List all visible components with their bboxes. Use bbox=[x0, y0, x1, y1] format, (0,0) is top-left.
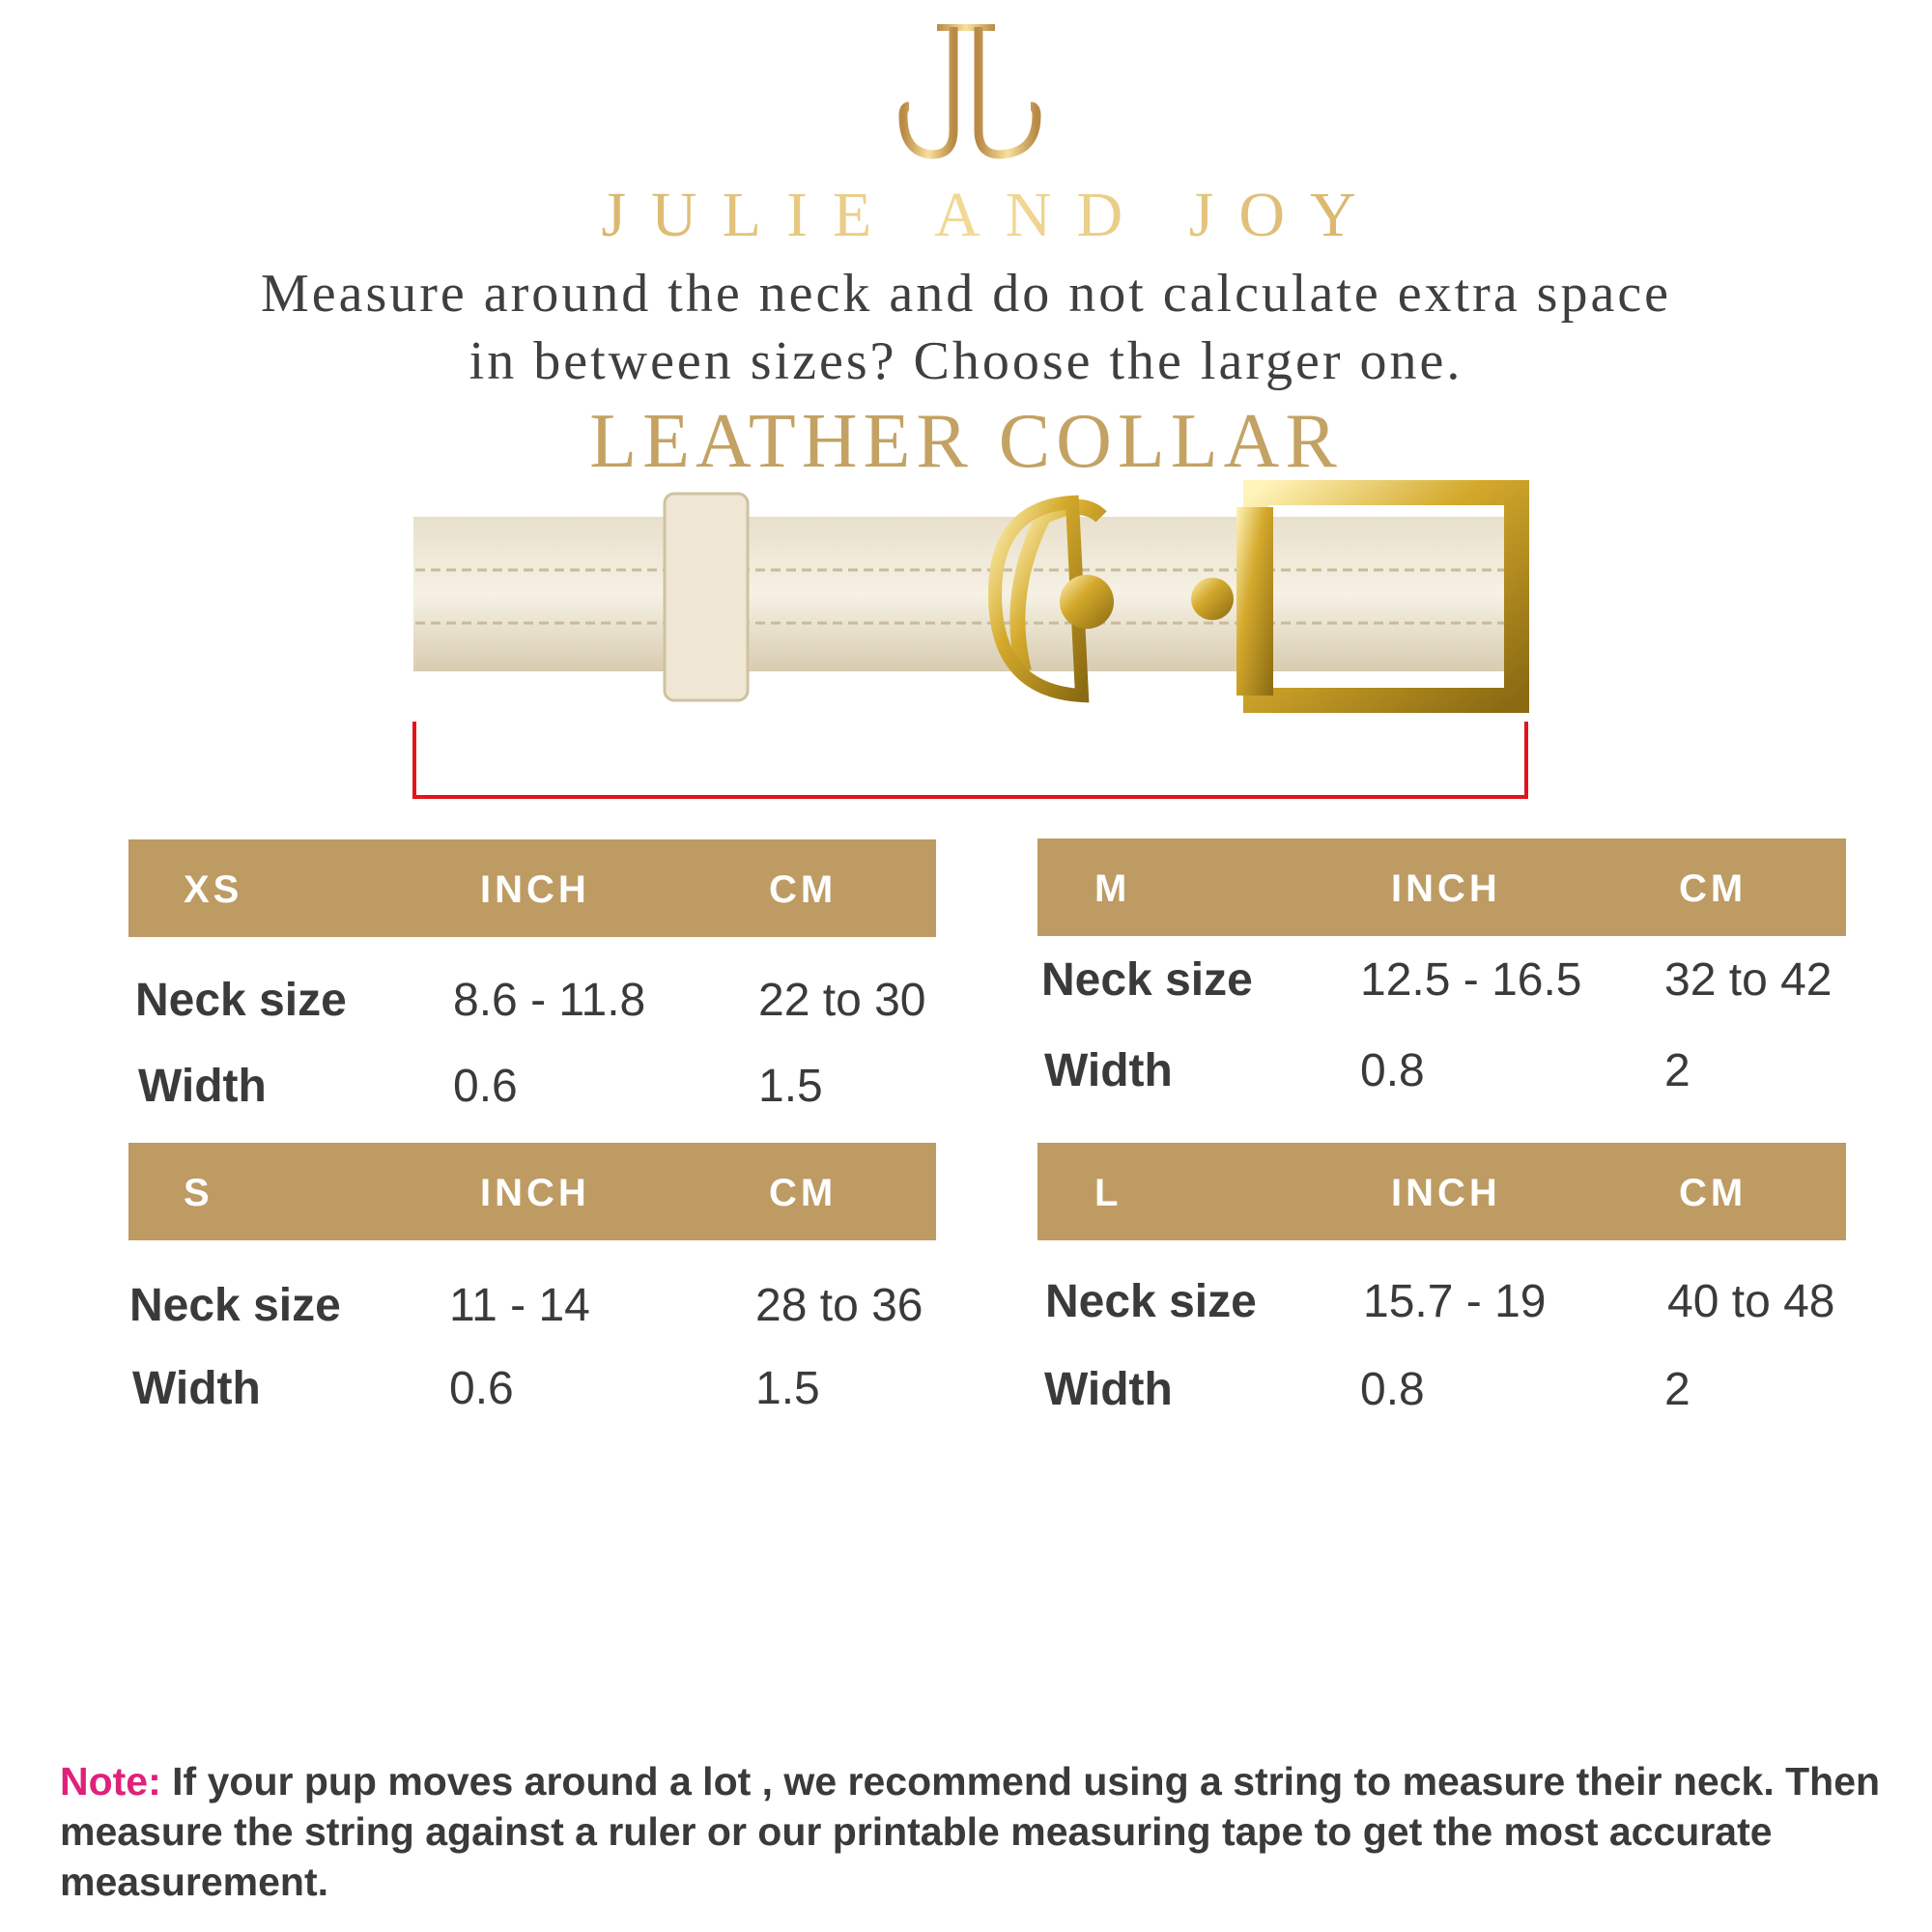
inch-value: 12.5 - 16.5 bbox=[1360, 954, 1582, 1006]
size-label: S bbox=[184, 1172, 213, 1214]
cm-value: 28 to 36 bbox=[755, 1280, 923, 1331]
inch-value: 0.6 bbox=[449, 1363, 514, 1414]
brand-logo bbox=[898, 24, 1041, 159]
size-label: XS bbox=[184, 868, 243, 911]
table-header-m: M INCH CM bbox=[1037, 838, 1846, 936]
cm-value: 2 bbox=[1664, 1045, 1690, 1096]
size-label: L bbox=[1094, 1172, 1122, 1214]
inch-value: 0.6 bbox=[453, 1061, 518, 1112]
size-label: M bbox=[1094, 867, 1131, 910]
cm-value: 32 to 42 bbox=[1664, 954, 1833, 1006]
cm-value: 40 to 48 bbox=[1667, 1276, 1835, 1327]
cm-value: 1.5 bbox=[755, 1363, 820, 1414]
inch-value: 11 - 14 bbox=[449, 1280, 590, 1331]
row-label: Width bbox=[138, 1061, 267, 1112]
cm-value: 2 bbox=[1664, 1364, 1690, 1415]
measure-length-indicator bbox=[412, 722, 1528, 799]
inch-header: INCH bbox=[1391, 1172, 1501, 1214]
row-label: Neck size bbox=[1045, 1276, 1257, 1327]
cm-value: 1.5 bbox=[758, 1061, 823, 1112]
row-label: Neck size bbox=[1041, 954, 1253, 1006]
note-text: If your pup moves around a lot , we reco… bbox=[60, 1759, 1881, 1904]
cm-value: 22 to 30 bbox=[758, 975, 926, 1026]
table-header-s: S INCH CM bbox=[128, 1143, 936, 1240]
note-label: Note: bbox=[60, 1759, 161, 1804]
inch-header: INCH bbox=[480, 1172, 590, 1214]
inch-value: 8.6 - 11.8 bbox=[453, 975, 646, 1026]
row-label: Width bbox=[132, 1363, 261, 1414]
table-header-l: L INCH CM bbox=[1037, 1143, 1846, 1240]
cm-header: CM bbox=[1679, 867, 1747, 910]
row-label: Neck size bbox=[135, 975, 347, 1026]
table-header-xs: XS INCH CM bbox=[128, 839, 936, 937]
inch-header: INCH bbox=[1391, 867, 1501, 910]
instruction-line-2: in between sizes? Choose the larger one. bbox=[469, 331, 1463, 391]
row-label: Width bbox=[1044, 1045, 1173, 1096]
row-label: Neck size bbox=[129, 1280, 341, 1331]
inch-value: 15.7 - 19 bbox=[1363, 1276, 1547, 1327]
cm-header: CM bbox=[769, 1172, 838, 1214]
inch-value: 0.8 bbox=[1360, 1364, 1425, 1415]
product-title: LEATHER COLLAR bbox=[589, 399, 1343, 484]
inch-header: INCH bbox=[480, 868, 590, 911]
brand-name: JULIE AND JOY bbox=[0, 179, 1932, 252]
inch-value: 0.8 bbox=[1360, 1045, 1425, 1096]
instruction-line-1: Measure around the neck and do not calcu… bbox=[260, 264, 1672, 324]
cm-header: CM bbox=[1679, 1172, 1747, 1214]
row-label: Width bbox=[1044, 1364, 1173, 1415]
cm-header: CM bbox=[769, 868, 838, 911]
collar-image bbox=[413, 480, 1529, 713]
measurement-note: Note: If your pup moves around a lot , w… bbox=[60, 1756, 1915, 1907]
